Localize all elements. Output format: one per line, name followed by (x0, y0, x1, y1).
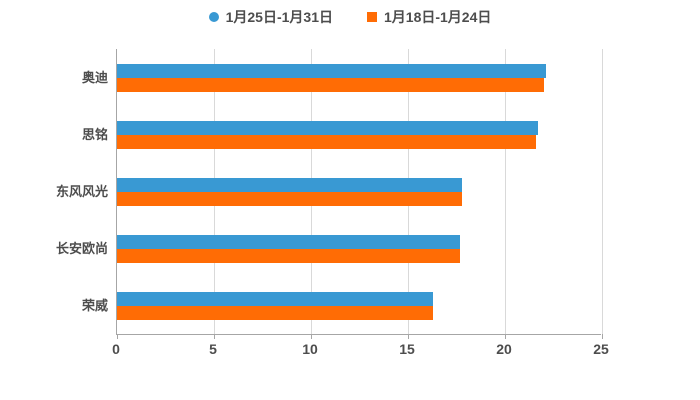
legend-item-week1[interactable]: 1月18日-1月24日 (367, 7, 491, 27)
legend-marker-square-icon (367, 12, 377, 22)
category-label-row5: 荣威 (81, 298, 108, 314)
legend-label-week1: 1月18日-1月24日 (384, 9, 492, 25)
bar-series1-row2 (117, 120, 538, 135)
category-label-row1: 奥迪 (81, 69, 108, 85)
category-label-row3: 东风风光 (55, 184, 108, 199)
bar-series2-row2 (117, 134, 537, 149)
x-axis-label-10: 10 (302, 341, 318, 357)
x-axis-tick-15 (408, 334, 409, 339)
x-axis-label-15: 15 (399, 341, 415, 357)
bar-series1-row4 (117, 235, 461, 250)
x-axis-tick-0 (117, 334, 118, 339)
x-axis-label-20: 20 (496, 341, 512, 357)
chart-legend: 1月25日-1月31日 1月18日-1月24日 (0, 7, 700, 27)
x-axis-label-0: 0 (112, 341, 120, 357)
gridline-x25 (602, 49, 603, 334)
bar-series2-row1 (117, 77, 544, 92)
bar-series2-row5 (117, 306, 434, 321)
x-axis-label-25: 25 (593, 341, 609, 357)
x-axis-tick-5 (214, 334, 215, 339)
legend-item-week2[interactable]: 1月25日-1月31日 (208, 7, 333, 27)
gridline-x20 (505, 49, 506, 334)
bar-series2-row3 (117, 192, 463, 206)
category-label-row2: 思铭 (81, 126, 108, 142)
bar-series1-row5 (117, 292, 434, 307)
bar-series1-row1 (117, 63, 546, 78)
category-label-row4: 长安欧尚 (55, 241, 108, 257)
x-axis-tick-20 (505, 334, 506, 339)
legend-marker-circle-icon (208, 12, 219, 22)
legend-label-week2: 1月25日-1月31日 (225, 9, 333, 25)
x-axis-label-5: 5 (209, 341, 217, 357)
bar-series1-row3 (117, 178, 463, 192)
bar-series2-row4 (117, 249, 461, 264)
x-axis-tick-10 (311, 334, 312, 339)
plot-area (116, 49, 603, 339)
x-axis-tick-25 (602, 334, 603, 339)
